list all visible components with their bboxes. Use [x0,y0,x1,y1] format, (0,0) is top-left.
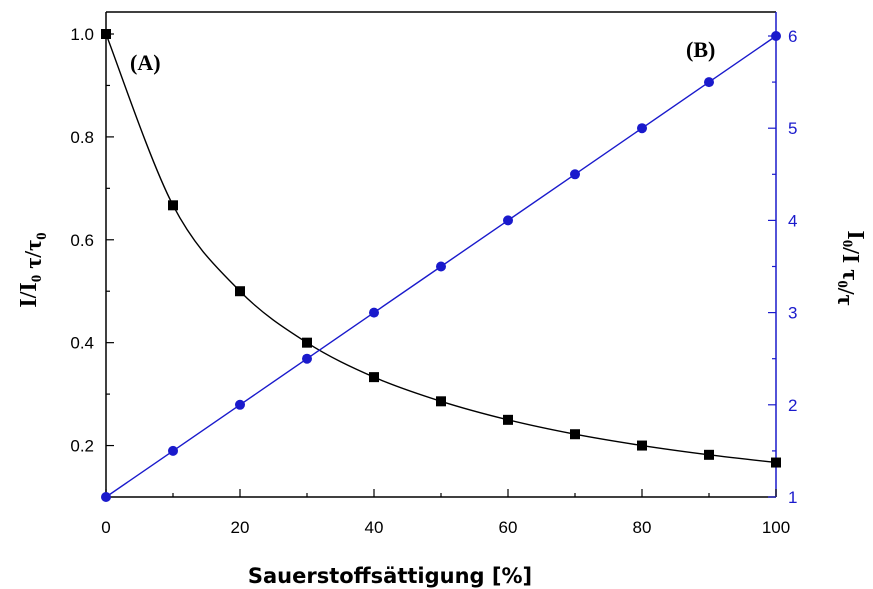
series-2-point [771,31,781,41]
series-2-point [302,353,312,364]
y-right-tick-label: 5 [788,119,797,138]
x-tick-label: 80 [633,518,652,537]
y-left-tick-label: 0.8 [70,128,94,147]
series-line-1 [105,33,777,464]
y-left-tick-label: 0.6 [70,231,94,250]
series-2-point [637,123,647,134]
y-right-tick-label: 2 [788,396,797,415]
series-1-point [168,200,178,211]
y-left-title-part: 0 [29,275,45,283]
y-right-title-part: 0 [839,240,855,248]
y-left-title-part: 0 [34,232,50,240]
y-right-title-part: /τ [832,287,858,306]
series-1-point [369,372,379,383]
annotation-a: (A) [130,50,161,75]
y-left-tick-label: 0.4 [70,334,94,353]
y-right-title-text: I0/I τ0/τ [832,230,868,305]
x-tick-label: 40 [365,518,384,537]
annotation-b: (B) [686,37,715,62]
y-right-tick-label: 6 [788,27,797,46]
series-2-point [704,77,714,88]
series-1-point [503,414,513,425]
series-2-point [101,492,111,502]
series-2-point [168,445,178,456]
series-2-point [503,215,513,226]
x-axis-title: Sauerstoffsättigung [%] [248,564,532,588]
series-1-point [704,449,714,460]
y-right-title-part: I [842,230,868,239]
series-2-point [369,307,379,318]
series-1-point [436,396,446,407]
y-right-title-part: 0 [834,280,850,288]
y-right-title-part: τ [837,269,863,280]
series-1-point [771,457,781,468]
x-tick-label: 100 [762,518,790,537]
y-left-title-part: I/I [16,282,42,307]
y-right-tick-label: 4 [788,211,797,230]
y-right-tick-label: 3 [788,304,797,323]
y-left-axis-title: I/I0 τ/τ0 [16,232,50,307]
series-2-point [570,169,580,180]
series-layer [101,29,781,502]
series-1-point [637,440,647,451]
labels: (A)(B)Sauerstoffsättigung [%]I/I0 τ/τ0 I0… [16,37,868,588]
y-right-title-part: /I [837,246,863,263]
axes: 0 20 40 60 80 100 0.2 0.4 0.6 0.8 1.0 1 2 3 4 5 6 [70,11,797,537]
y-left-title-text: I/I0 τ/τ0 [16,232,50,307]
x-tick-label: 20 [231,518,250,537]
y-right-axis-title: I0/I τ0/τ [832,230,868,305]
x-tick-label: 0 [101,518,110,537]
y-right-tick-label: 1 [788,488,797,507]
y-left-tick-label: 0.2 [70,437,94,456]
series-1-point [302,337,312,348]
x-tick-label: 60 [499,518,518,537]
series-1-point [101,29,111,39]
series-1-point [570,429,580,440]
series-2-point [235,399,245,410]
y-left-title-part: τ/τ [21,240,47,269]
y-left-tick-label: 1.0 [70,25,94,44]
series-2-point [436,261,446,272]
series-1-point [235,286,245,297]
